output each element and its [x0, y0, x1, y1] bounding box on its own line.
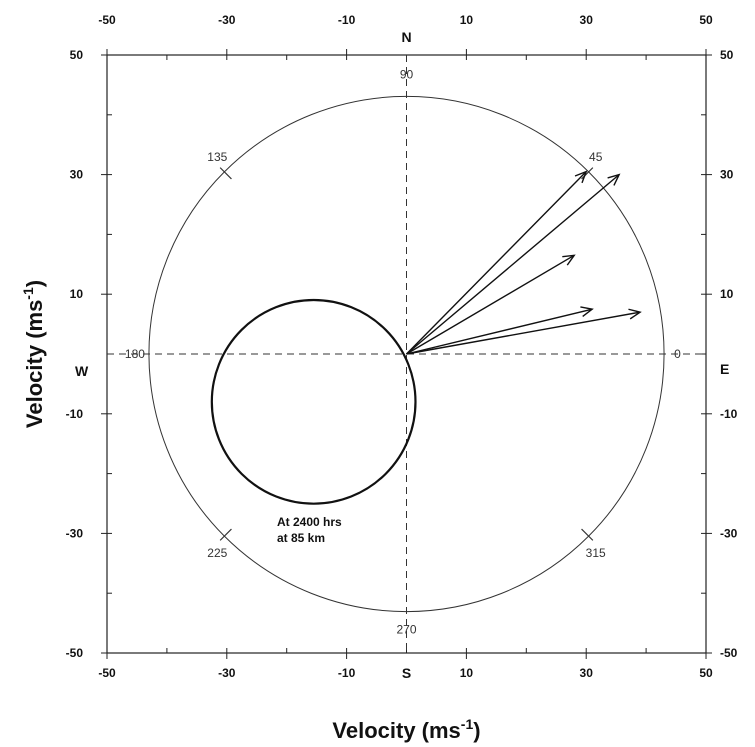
y-tick-label-left: 10 [70, 287, 84, 301]
x-tick-label-top: 10 [460, 13, 474, 27]
hodograph-circle [212, 300, 416, 504]
west-label: W [75, 363, 89, 379]
wind-vector [407, 309, 641, 354]
y-axis-title: Velocity (ms-1) [20, 280, 47, 428]
south-label: S [402, 665, 411, 681]
degree-tick [220, 168, 231, 179]
degree-label: 135 [207, 150, 227, 164]
vector-shaft [407, 175, 620, 354]
x-tick-label-bottom: 30 [580, 666, 594, 680]
east-label: E [720, 361, 729, 377]
vector-arrowhead [562, 255, 574, 265]
x-tick-label-top: -10 [338, 13, 356, 27]
y-tick-label-right: -10 [720, 407, 738, 421]
x-tick-label-bottom: 10 [460, 666, 474, 680]
x-tick-label-bottom: -30 [218, 666, 236, 680]
hodograph-circle-group: At 2400 hrs at 85 km [212, 300, 416, 545]
annotation-line: at 85 km [277, 531, 325, 545]
y-tick-label-right: 10 [720, 287, 734, 301]
x-tick-label-bottom: -10 [338, 666, 356, 680]
degree-label: 90 [400, 67, 414, 81]
x-tick-label-bottom: -50 [98, 666, 116, 680]
x-tick-label-top: -30 [218, 13, 236, 27]
x-tick-label-top: -50 [98, 13, 116, 27]
degree-label: 45 [589, 150, 603, 164]
y-tick-label-left: -10 [66, 407, 84, 421]
degree-label: 270 [396, 623, 416, 637]
y-tick-label-left: 50 [70, 48, 84, 62]
degree-label: 180 [125, 347, 145, 361]
annotation-line: At 2400 hrs [277, 515, 342, 529]
compass-rose: 0 45 90 135 180 225 270 315 N S E W [75, 29, 729, 681]
y-tick-label-right: -30 [720, 526, 738, 540]
x-tick-label-top: 50 [699, 13, 713, 27]
annotation-label: At 2400 hrs at 85 km [277, 515, 342, 545]
x-axis-title: Velocity (ms-1) [332, 716, 480, 743]
y-tick-label-left: -30 [66, 526, 84, 540]
y-tick-label-right: -50 [720, 646, 738, 660]
degree-label: 315 [586, 546, 606, 560]
north-label: N [401, 29, 411, 45]
axis-tick-labels: -50 -50 -30 -30 -10 -10 10 10 30 30 50 50 50 50 30 30 10… [66, 13, 738, 680]
y-tick-label-left: -50 [66, 646, 84, 660]
degree-tick [220, 529, 231, 540]
y-tick-label-left: 30 [70, 168, 84, 182]
y-tick-label-right: 30 [720, 168, 734, 182]
degree-label: 0 [674, 347, 681, 361]
wind-vector [407, 175, 620, 354]
y-tick-label-right: 50 [720, 48, 734, 62]
degree-label: 225 [207, 546, 227, 560]
wind-vectors [407, 172, 641, 354]
degree-tick [582, 529, 593, 540]
x-tick-label-bottom: 50 [699, 666, 713, 680]
x-tick-label-top: 30 [580, 13, 594, 27]
vector-shaft [407, 309, 593, 354]
